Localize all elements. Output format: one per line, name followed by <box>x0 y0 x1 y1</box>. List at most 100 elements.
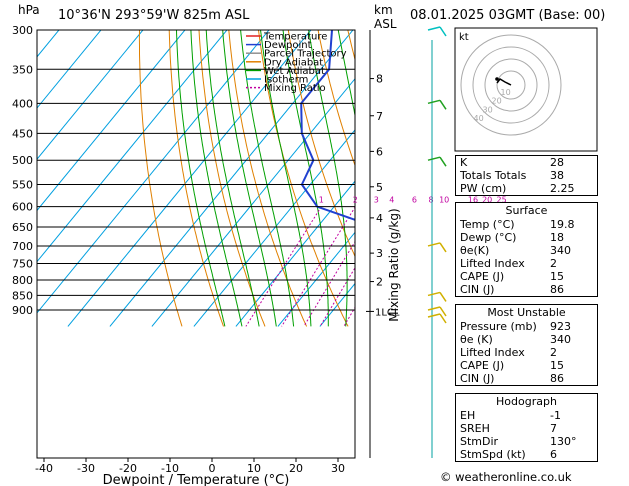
y-axis-label: Mixing Ratio (g/kg) <box>387 208 401 321</box>
dry-adiabat-line <box>257 30 349 327</box>
mixing-ratio-line <box>303 240 355 327</box>
hodograph-row: StmDir 130° <box>460 435 577 448</box>
hodograph-point <box>495 77 499 81</box>
dry-adiabat-line <box>168 30 224 327</box>
wind-barb-flag <box>439 313 447 324</box>
hodograph-ring <box>496 70 526 100</box>
surface-row: Temp (°C) 19.8 <box>460 218 575 231</box>
mixing-ratio-label: 3 <box>374 196 379 205</box>
dry-adiabat-line <box>607 12 629 326</box>
isotherm-line <box>37 30 144 161</box>
legend-label: Wet Adiabat <box>264 66 325 77</box>
most-unstable-row: Lifted Index 2 <box>460 346 557 359</box>
legend-label: Dry Adiabat <box>264 57 323 68</box>
mixing-ratio-label: 4 <box>389 196 394 205</box>
hodograph-ring-label: 40 <box>474 114 484 123</box>
surface-row: CAPE (J) 15 <box>460 270 564 283</box>
isotherm-line <box>37 30 186 212</box>
pressure-tick-label: 650 <box>12 221 33 234</box>
temperature-tick-label: -40 <box>35 462 53 475</box>
temperature-tick-label: 0 <box>209 462 216 475</box>
surface-row: Lifted Index 2 <box>460 257 557 270</box>
hodograph-ring-label: 10 <box>501 88 511 97</box>
dry-adiabat-line <box>347 30 355 62</box>
wind-barb <box>427 242 441 247</box>
dry-adiabat-line <box>317 30 355 167</box>
mixing-ratio-label: 16 <box>468 196 478 205</box>
wind-barb-flag <box>439 156 447 167</box>
wet-adiabat-line <box>282 30 329 327</box>
hodograph-ring-label: 20 <box>492 97 502 106</box>
isotherm-line <box>37 30 102 109</box>
legend-label: Parcel Trajectory <box>264 49 347 60</box>
mixing-ratio-line <box>245 206 322 327</box>
temperature-tick-label: -20 <box>119 462 137 475</box>
wet-adiabat-line <box>190 30 243 327</box>
hodograph-unit-label: kt <box>459 32 469 43</box>
most-unstable-title: Most Unstable <box>487 306 566 319</box>
location-label: 10°36'N 293°59'W 825m ASL <box>58 8 250 23</box>
surface-row: θe(K) 340 <box>460 244 571 257</box>
km-tick-label: 3 <box>376 247 383 260</box>
mixing-ratio-label: 20 <box>482 196 492 205</box>
pressure-unit-label: hPa <box>18 3 40 17</box>
isotherm-line <box>277 231 355 327</box>
mixing-ratio-label: 10 <box>439 196 449 205</box>
most-unstable-row: CIN (J) 86 <box>460 372 564 385</box>
pressure-tick-label: 300 <box>12 24 33 37</box>
wet-adiabat-line <box>398 12 422 326</box>
pressure-tick-label: 350 <box>12 63 33 76</box>
km-label: km <box>374 3 393 17</box>
hodograph-ring <box>472 46 550 124</box>
wind-barb-flag <box>439 26 447 37</box>
legend-label: Mixing Ratio <box>264 83 326 94</box>
indices-panel: K 28 Totals Totals 38 PW (cm) 2.25 <box>455 155 598 196</box>
pressure-tick-label: 500 <box>12 154 33 167</box>
wind-barb <box>427 306 441 311</box>
wet-adiabat-line <box>415 12 456 326</box>
hodograph-ring-label: 30 <box>483 105 493 114</box>
copyright-footer: © weatheronline.co.uk <box>440 470 572 484</box>
mixing-ratio-label: 1 <box>319 196 324 205</box>
wet-adiabat-line <box>205 30 260 327</box>
wet-adiabat-line <box>337 30 355 118</box>
x-axis-label: Dewpoint / Temperature (°C) <box>103 473 290 486</box>
index-row-k: K 28 <box>460 156 564 169</box>
pressure-tick-label: 800 <box>12 274 33 287</box>
hodograph-panel: Hodograph EH -1 SREH 7 StmDir 130° StmSpd (… <box>455 393 598 462</box>
hodograph-row: EH -1 <box>460 409 561 422</box>
temperature-tick-label: 30 <box>331 462 345 475</box>
pressure-tick-label: 750 <box>12 258 33 271</box>
isotherm-line <box>235 180 355 327</box>
surface-row: CIN (J) 86 <box>460 283 564 296</box>
km-tick-label: 6 <box>376 145 383 158</box>
pressure-tick-label: 550 <box>12 178 33 191</box>
temperature-tick-label: -30 <box>77 462 95 475</box>
wet-adiabat-line <box>175 30 226 327</box>
wind-barb <box>427 291 441 297</box>
temperature-tick-label: 10 <box>247 462 261 475</box>
isotherm-line <box>37 30 270 314</box>
wind-barb-flag <box>439 242 447 253</box>
asl-label: ASL <box>374 17 397 31</box>
isotherm-line <box>67 30 312 327</box>
km-tick-label: 5 <box>376 181 383 194</box>
dry-adiabat-line <box>287 30 355 258</box>
hodograph-trace <box>496 78 512 86</box>
mixing-ratio-label: 25 <box>497 196 507 205</box>
isotherm-line <box>193 129 355 327</box>
series-dewpoint <box>300 30 355 221</box>
hodograph-row: StmSpd (kt) 6 <box>460 448 557 461</box>
surface-row: Dewp (°C) 18 <box>460 231 564 244</box>
pressure-tick-label: 850 <box>12 289 33 302</box>
wind-barb <box>427 313 441 318</box>
wind-barb-flag <box>439 99 447 110</box>
pressure-tick-label: 450 <box>12 127 33 140</box>
wind-barb-flag <box>439 292 447 302</box>
isotherm-line <box>37 30 228 263</box>
legend-label: Temperature <box>263 32 327 43</box>
legend-label: Dewpoint <box>264 40 312 51</box>
hodograph-title: Hodograph <box>496 395 557 408</box>
